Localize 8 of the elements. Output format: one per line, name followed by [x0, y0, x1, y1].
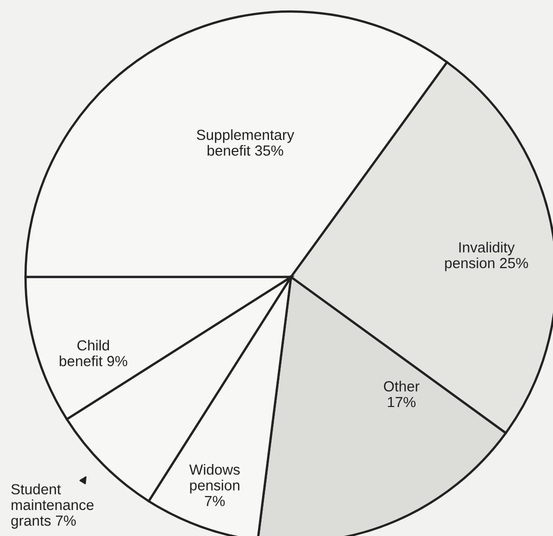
data-label: 7%: [204, 496, 225, 506]
legend-label: Student maintenance grants 7%: [11, 484, 94, 529]
data-label: 17%: [388, 396, 416, 408]
slice-label: Other: [384, 380, 420, 392]
slice-label: Child benefit 9%: [60, 340, 128, 366]
slice-label: Widows pension: [189, 464, 240, 494]
slice-label: Invalidity pension 25%: [445, 242, 528, 272]
slice-label: Supplementary benefit 35%: [196, 129, 294, 156]
